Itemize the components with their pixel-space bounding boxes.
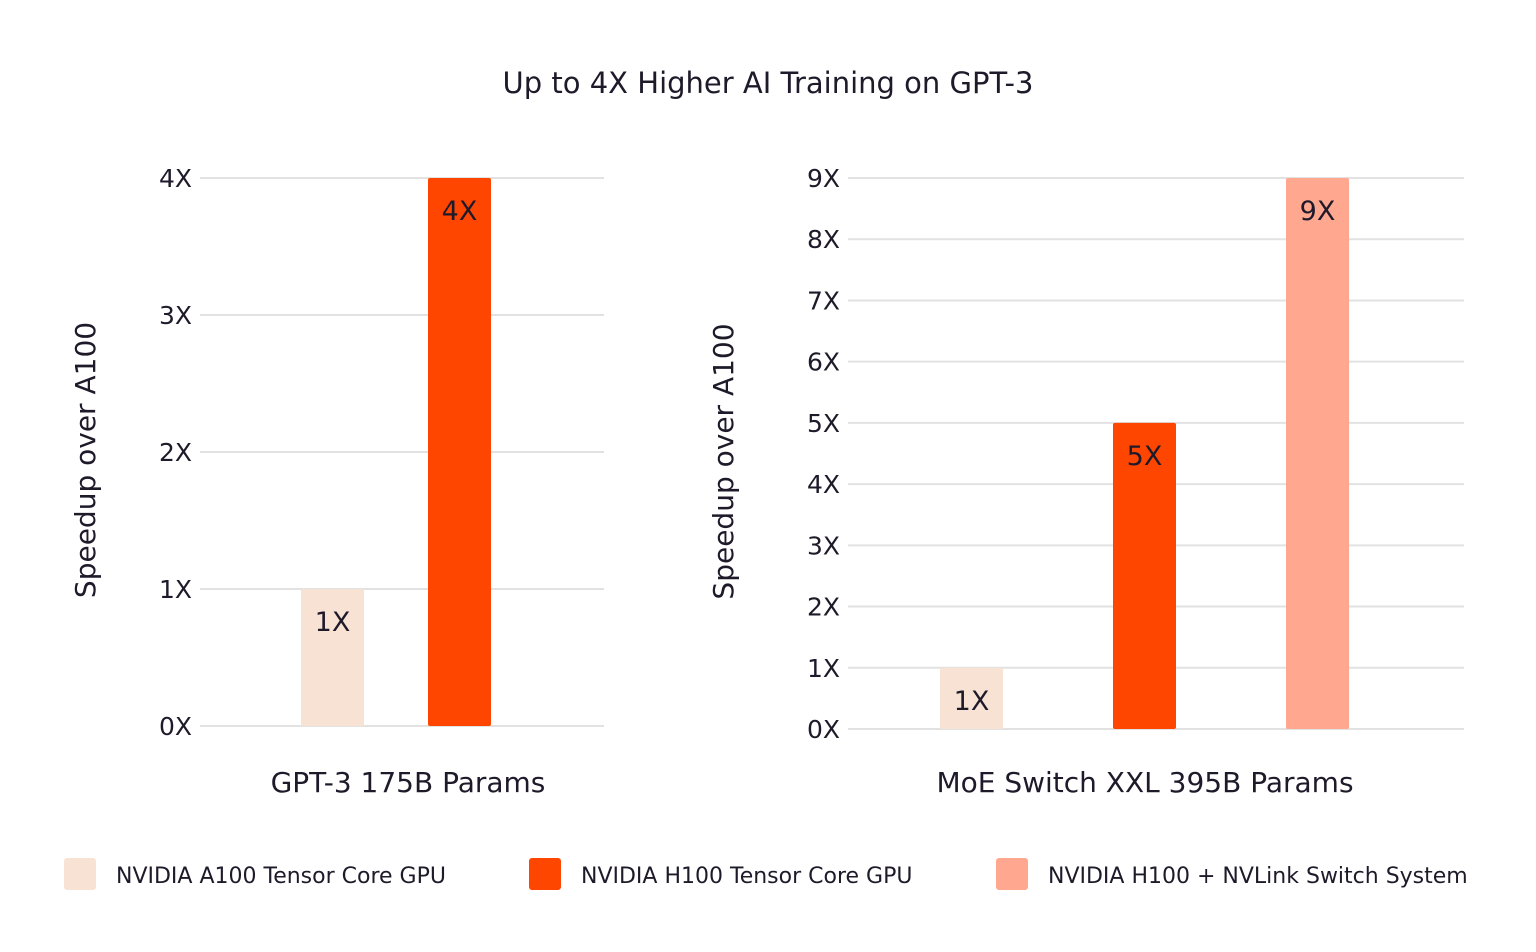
y-tick-label: 5X: [807, 409, 840, 438]
y-axis-label: Speedup over A100: [69, 322, 102, 598]
legend-swatch: [64, 858, 96, 890]
y-tick-label: 9X: [807, 164, 840, 193]
y-tick-label: 2X: [159, 438, 192, 467]
bar-data-label: 4X: [442, 196, 478, 227]
y-tick-label: 8X: [807, 225, 840, 254]
legend-label: NVIDIA H100 + NVLink Switch System: [1048, 864, 1468, 889]
legend-item: NVIDIA H100 Tensor Core GPU: [529, 858, 912, 890]
y-tick-label: 6X: [807, 348, 840, 377]
y-tick-label: 0X: [807, 715, 840, 744]
legend-item: NVIDIA A100 Tensor Core GPU: [64, 858, 446, 890]
y-tick-label: 7X: [807, 286, 840, 315]
bar: [301, 589, 364, 726]
bar-data-label: 5X: [1127, 441, 1163, 472]
y-tick-label: 1X: [807, 654, 840, 683]
y-tick-label: 4X: [807, 470, 840, 499]
legend-swatch: [996, 858, 1028, 890]
bar-data-label: 1X: [954, 686, 990, 717]
legend-item: NVIDIA H100 + NVLink Switch System: [996, 858, 1468, 890]
y-tick-label: 0X: [159, 712, 192, 741]
legend-swatch: [529, 858, 561, 890]
bar-data-label: 1X: [315, 607, 351, 638]
y-tick-label: 3X: [159, 301, 192, 330]
bar: [1286, 178, 1349, 729]
legend-label: NVIDIA H100 Tensor Core GPU: [581, 864, 912, 889]
bar-data-label: 9X: [1300, 196, 1336, 227]
x-axis-label: MoE Switch XXL 395B Params: [936, 766, 1353, 799]
y-tick-label: 1X: [159, 575, 192, 604]
y-tick-label: 2X: [807, 593, 840, 622]
y-tick-label: 4X: [159, 164, 192, 193]
y-tick-label: 3X: [807, 531, 840, 560]
bar: [428, 178, 491, 726]
legend: NVIDIA A100 Tensor Core GPU NVIDIA H100 T…: [64, 858, 1468, 890]
y-axis-label: Speedup over A100: [707, 323, 740, 599]
chart-panel-1: 0X 1X 2X 3X 4X 1X 4X Speedup over A100 GPT-3 175…: [69, 164, 604, 799]
chart-panel-2: 0X 1X 2X 3X 4X 5X 6X 7X 8X 9X 1X 5X 9X Speedup over A…: [707, 164, 1464, 799]
x-axis-label: GPT-3 175B Params: [271, 766, 546, 799]
chart-title: Up to 4X Higher AI Training on GPT-3: [503, 66, 1034, 100]
legend-label: NVIDIA A100 Tensor Core GPU: [116, 864, 446, 889]
bar: [940, 667, 1003, 729]
bar: [1113, 422, 1176, 729]
